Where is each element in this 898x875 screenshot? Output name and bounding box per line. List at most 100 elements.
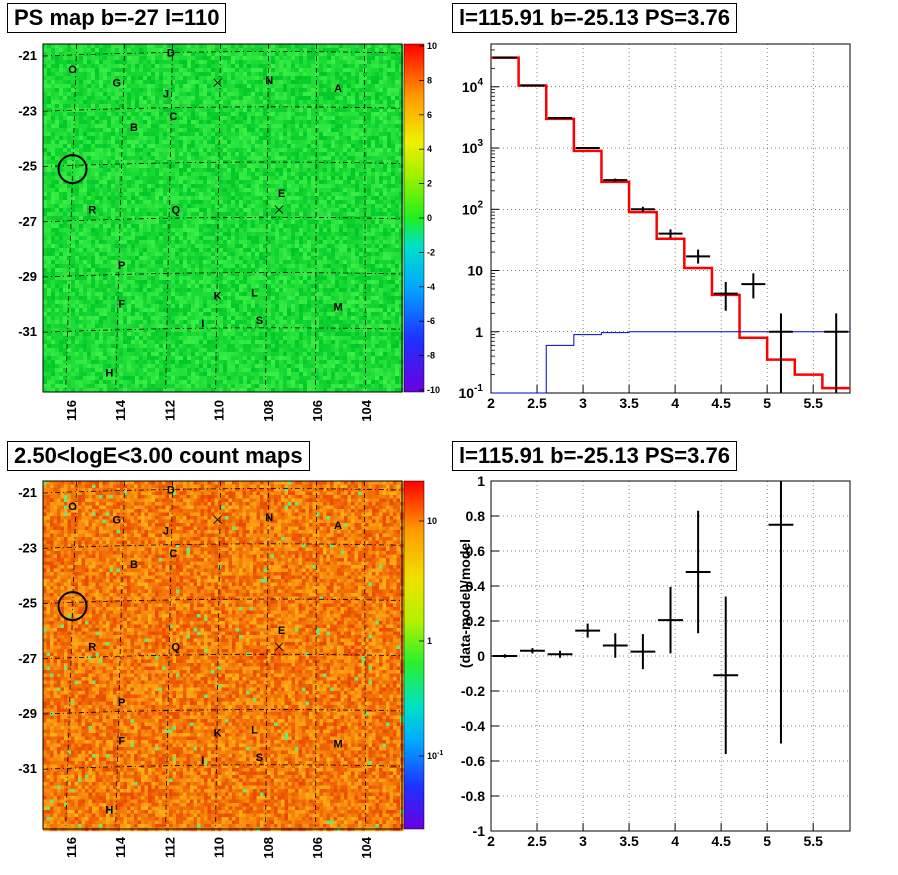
map-pixel xyxy=(307,172,312,177)
map-pixel xyxy=(383,196,388,201)
map-pixel xyxy=(335,96,340,101)
map-pixel xyxy=(111,184,116,189)
map-pixel xyxy=(103,88,108,93)
map-pixel xyxy=(107,168,112,173)
map-pixel xyxy=(363,48,368,53)
map-pixel xyxy=(43,248,48,253)
map-pixel xyxy=(319,144,324,149)
map-pixel xyxy=(283,116,288,121)
map-pixel xyxy=(151,64,156,69)
map-pixel xyxy=(275,224,280,229)
map-pixel xyxy=(179,144,184,149)
map-pixel xyxy=(67,88,72,93)
map-pixel xyxy=(203,232,208,237)
map-pixel xyxy=(319,104,324,109)
map-pixel xyxy=(111,244,116,249)
map-pixel xyxy=(275,160,280,165)
map-pixel xyxy=(307,44,312,49)
map-pixel xyxy=(367,80,372,85)
map-pixel xyxy=(399,248,404,253)
map-pixel xyxy=(167,264,172,269)
map-pixel xyxy=(107,156,112,161)
map-pixel xyxy=(127,236,132,241)
map-pixel xyxy=(143,84,148,89)
map-pixel xyxy=(263,132,268,137)
map-pixel xyxy=(375,136,380,141)
map-pixel xyxy=(135,56,140,61)
map-pixel xyxy=(375,252,380,257)
map-pixel xyxy=(91,256,96,261)
map-pixel xyxy=(55,264,60,269)
map-pixel xyxy=(167,196,172,201)
map-pixel xyxy=(195,64,200,69)
map-pixel xyxy=(91,200,96,205)
map-pixel xyxy=(207,72,212,77)
map-pixel xyxy=(51,140,56,145)
map-pixel xyxy=(83,152,88,157)
map-pixel xyxy=(375,200,380,205)
map-pixel xyxy=(143,100,148,105)
map-pixel xyxy=(327,188,332,193)
map-pixel xyxy=(167,84,172,89)
map-pixel xyxy=(95,168,100,173)
map-pixel xyxy=(171,172,176,177)
map-pixel xyxy=(111,260,116,265)
map-pixel xyxy=(307,220,312,225)
map-pixel xyxy=(171,140,176,145)
map-pixel xyxy=(167,88,172,93)
map-pixel xyxy=(207,88,212,93)
map-pixel xyxy=(87,228,92,233)
map-pixel xyxy=(195,260,200,265)
map-pixel xyxy=(143,144,148,149)
map-pixel xyxy=(319,88,324,93)
map-pixel xyxy=(383,60,388,65)
map-pixel xyxy=(143,116,148,121)
map-pixel xyxy=(211,260,216,265)
map-pixel xyxy=(135,244,140,249)
map-pixel xyxy=(275,152,280,157)
map-pixel xyxy=(131,228,136,233)
map-pixel xyxy=(63,52,68,57)
map-pixel xyxy=(399,220,404,225)
map-pixel xyxy=(111,144,116,149)
map-pixel xyxy=(51,64,56,69)
map-pixel xyxy=(283,164,288,169)
map-pixel xyxy=(247,208,252,213)
map-pixel xyxy=(307,72,312,77)
map-pixel xyxy=(279,164,284,169)
map-pixel xyxy=(91,68,96,73)
map-pixel xyxy=(383,128,388,133)
map-pixel xyxy=(247,88,252,93)
map-pixel xyxy=(67,240,72,245)
map-pixel xyxy=(175,124,180,129)
map-pixel xyxy=(227,64,232,69)
map-pixel xyxy=(263,172,268,177)
map-pixel xyxy=(259,104,264,109)
map-pixel xyxy=(203,60,208,65)
map-pixel xyxy=(143,44,148,49)
map-pixel xyxy=(299,168,304,173)
map-pixel xyxy=(323,168,328,173)
map-pixel xyxy=(47,236,52,241)
map-pixel xyxy=(367,184,372,189)
map-pixel xyxy=(119,156,124,161)
map-pixel xyxy=(115,192,120,197)
map-pixel xyxy=(151,92,156,97)
map-pixel xyxy=(75,144,80,149)
map-pixel xyxy=(183,212,188,217)
map-pixel xyxy=(267,188,272,193)
map-pixel xyxy=(395,196,400,201)
map-pixel xyxy=(71,216,76,221)
map-pixel xyxy=(203,196,208,201)
map-pixel xyxy=(363,168,368,173)
map-pixel xyxy=(171,264,176,269)
map-pixel xyxy=(227,200,232,205)
map-pixel xyxy=(243,232,248,237)
map-pixel xyxy=(255,188,260,193)
map-pixel xyxy=(319,224,324,229)
map-pixel xyxy=(263,152,268,157)
map-pixel xyxy=(91,96,96,101)
map-pixel xyxy=(171,244,176,249)
map-pixel xyxy=(123,172,128,177)
map-pixel xyxy=(163,128,168,133)
